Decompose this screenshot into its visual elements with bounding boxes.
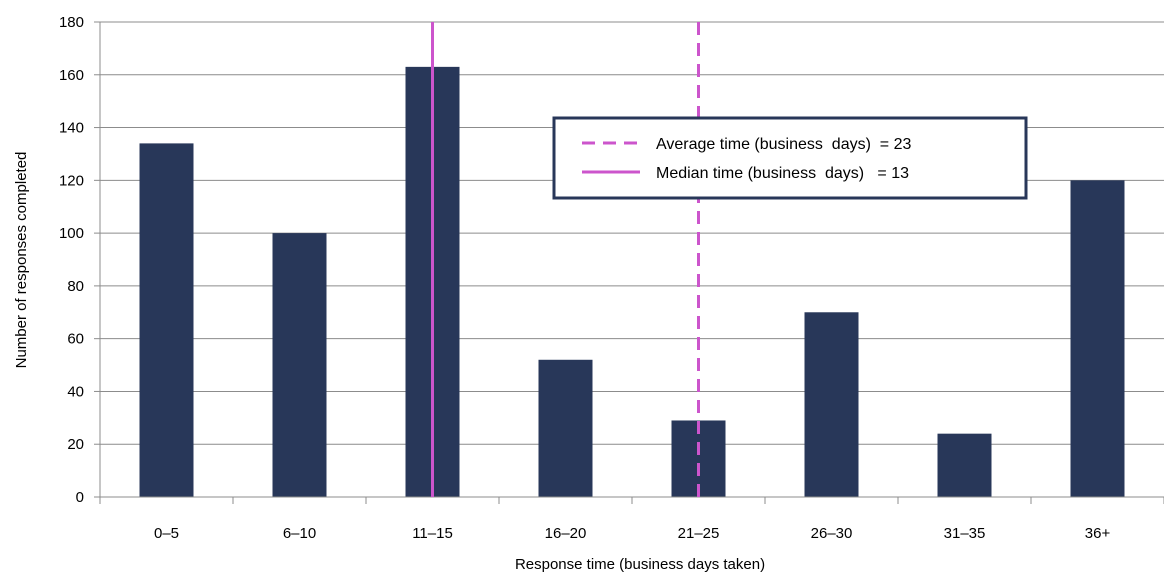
y-tick-label: 160	[59, 67, 84, 84]
legend-average-label: Average time (business days) = 23	[656, 136, 911, 153]
y-tick-label: 60	[67, 331, 84, 348]
bar	[804, 312, 859, 497]
legend-median-label: Median time (business days) = 13	[656, 165, 909, 182]
bar	[139, 143, 194, 497]
x-tick-label: 0–5	[154, 525, 179, 542]
x-axis-title: Response time (business days taken)	[515, 556, 765, 573]
axes	[94, 21, 1164, 504]
x-tick-label: 11–15	[412, 525, 453, 542]
x-tick-label: 31–35	[944, 525, 986, 542]
legend: Average time (business days) = 23 Median…	[552, 116, 1028, 200]
legend-box	[552, 116, 1028, 200]
y-tick-label: 180	[59, 14, 84, 31]
gridlines	[100, 21, 1164, 445]
bar	[937, 433, 992, 497]
y-tick-label: 120	[59, 172, 84, 189]
bar	[538, 359, 593, 497]
y-tick-label: 100	[59, 225, 84, 242]
x-tick-label: 16–20	[545, 525, 587, 542]
x-tick-label: 6–10	[283, 525, 316, 542]
bar	[1070, 180, 1125, 498]
x-tick-label: 26–30	[811, 525, 853, 542]
x-tick-labels: 0–5 6–10 11–15 16–20 21–25 26–30 31–35 36+	[154, 525, 1110, 542]
bar	[272, 233, 327, 497]
y-axis-title: Number of responses completed	[13, 152, 30, 369]
y-tick-label: 80	[67, 278, 84, 295]
y-tick-label: 40	[67, 383, 84, 400]
x-tick-label: 21–25	[678, 525, 720, 542]
reference-lines	[431, 22, 700, 497]
y-tick-label: 0	[76, 489, 84, 506]
y-tick-label: 140	[59, 120, 84, 137]
y-tick-label: 20	[67, 436, 84, 453]
x-tick-label: 36+	[1085, 525, 1111, 542]
y-tick-labels: 0 20 40 60 80 100 120 140 160 180	[59, 14, 84, 506]
